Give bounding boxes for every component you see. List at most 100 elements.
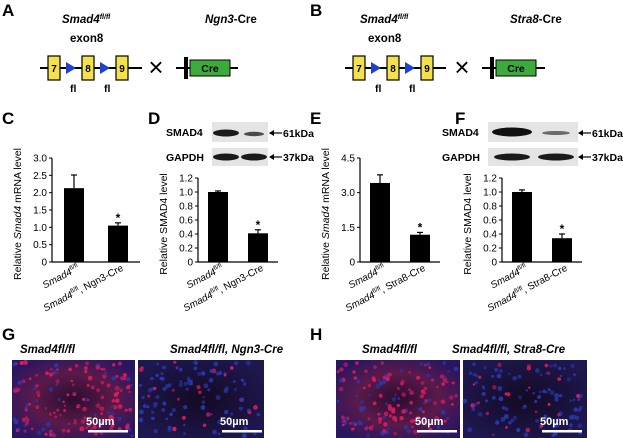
blot-band-label: GAPDH	[166, 152, 204, 164]
cell-nucleus	[95, 365, 101, 370]
cell-nucleus	[492, 433, 495, 436]
cell-nucleus	[482, 387, 486, 390]
cell-nucleus	[224, 409, 229, 415]
cell-nucleus	[403, 425, 408, 430]
category-label-part: fl/fl	[374, 262, 385, 272]
cell-nucleus	[554, 397, 559, 402]
cell-nucleus	[535, 418, 540, 423]
cell-nucleus	[472, 372, 477, 377]
cell-nucleus	[14, 387, 17, 391]
cell-nucleus	[477, 412, 483, 417]
exon-number: 8	[85, 64, 91, 75]
cell-nucleus	[128, 390, 131, 394]
cell-nucleus	[563, 367, 566, 371]
cell-nucleus	[161, 408, 166, 413]
cell-nucleus	[49, 433, 53, 437]
cell-nucleus	[228, 423, 232, 427]
cell-nucleus	[123, 377, 127, 380]
cell-nucleus	[483, 365, 487, 370]
cell-nucleus	[406, 429, 412, 434]
cell-nucleus	[410, 425, 414, 429]
cell-nucleus	[53, 411, 56, 415]
cell-nucleus	[538, 390, 542, 394]
cell-nucleus	[396, 386, 401, 391]
cell-nucleus	[223, 388, 228, 394]
panel-label-h: H	[310, 325, 322, 344]
cell-nucleus	[25, 416, 28, 419]
cell-nucleus	[453, 366, 459, 372]
cell-nucleus	[87, 375, 93, 381]
scale-bar-label: 50µm	[540, 416, 569, 428]
cell-nucleus	[401, 392, 406, 397]
cell-nucleus	[375, 383, 381, 389]
cell-nucleus	[17, 380, 22, 385]
cell-nucleus	[498, 396, 504, 402]
cell-nucleus	[471, 407, 476, 411]
cell-nucleus	[408, 388, 411, 391]
cross-symbol: ×	[148, 52, 163, 82]
cell-nucleus	[472, 383, 476, 386]
cell-nucleus	[256, 412, 261, 417]
cell-nucleus	[142, 404, 147, 409]
cell-nucleus	[372, 401, 377, 406]
cell-nucleus	[241, 433, 247, 438]
cell-nucleus	[73, 421, 77, 425]
cell-nucleus	[245, 360, 251, 366]
bar	[248, 233, 268, 262]
cell-nucleus	[360, 400, 364, 405]
blot-band	[244, 131, 264, 137]
cell-nucleus	[147, 388, 152, 393]
blot-strip	[212, 122, 268, 142]
arrowhead-icon	[578, 130, 583, 136]
cell-nucleus	[365, 426, 369, 429]
image-title: Smad4fl/fl	[362, 344, 418, 356]
cell-nucleus	[210, 412, 213, 416]
svg-text:Smad4fl/fl, Ngn3-Cre: Smad4fl/fl, Ngn3-Cre	[170, 344, 284, 356]
cell-nucleus	[111, 363, 116, 367]
exon-box	[352, 55, 366, 81]
cell-nucleus	[217, 420, 222, 425]
cell-nucleus	[240, 397, 245, 402]
cell-nucleus	[516, 427, 521, 433]
cell-nucleus	[336, 399, 340, 403]
bar-chart-d: 0 0.2 0.4 0.6 0.8 1.0 1.2 Relative SMAD4 level S…	[158, 173, 278, 314]
cell-nucleus	[209, 368, 214, 374]
cell-nucleus	[193, 360, 199, 366]
cell-nucleus	[117, 427, 122, 431]
cell-nucleus	[30, 427, 34, 431]
cell-nucleus	[439, 374, 445, 379]
arrowhead-icon	[269, 154, 274, 160]
cell-nucleus	[83, 416, 87, 420]
cell-nucleus	[447, 370, 450, 373]
cell-nucleus	[508, 372, 511, 376]
cell-nucleus	[24, 408, 28, 412]
cell-nucleus	[397, 397, 401, 400]
cell-nucleus	[409, 390, 415, 396]
cell-nucleus	[412, 418, 415, 422]
cell-nucleus	[240, 378, 245, 383]
cell-nucleus	[26, 418, 30, 422]
cell-nucleus	[555, 422, 560, 428]
cell-nucleus	[87, 424, 91, 428]
cell-nucleus	[141, 395, 145, 400]
cell-nucleus	[114, 385, 120, 391]
cell-nucleus	[70, 379, 74, 383]
y-tick-label: 0.4	[179, 230, 193, 241]
cell-nucleus	[436, 385, 439, 389]
cell-nucleus	[102, 367, 106, 372]
category-label: Smad4fl/fl, Ngn3-Cre	[41, 262, 126, 315]
cell-nucleus	[119, 388, 123, 392]
cell-nucleus	[578, 405, 583, 410]
cell-nucleus	[364, 369, 368, 374]
cell-nucleus	[383, 422, 388, 427]
cre-box-label: Cre	[507, 63, 525, 75]
cell-nucleus	[577, 397, 581, 401]
cell-nucleus	[45, 422, 51, 427]
cell-nucleus	[382, 415, 386, 420]
category-label-part: , Stra8-Cre	[521, 263, 570, 296]
cell-nucleus	[110, 416, 115, 420]
blot-band	[213, 129, 239, 137]
scale-bar	[88, 430, 128, 433]
category-label-part: Smad4	[344, 290, 378, 315]
